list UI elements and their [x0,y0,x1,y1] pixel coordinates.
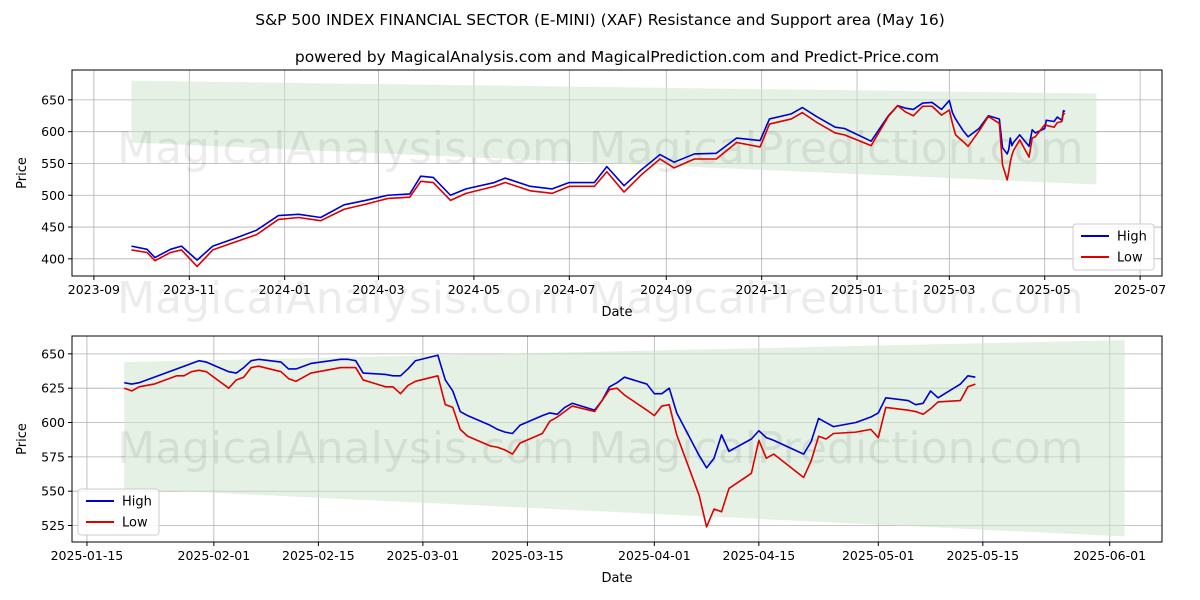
legend-label-low: Low [1117,251,1143,266]
watermark-analysis-lower: MagicalAnalysis.com [117,273,575,324]
y-tick-label: 575 [41,449,65,464]
y-tick-label: 550 [41,156,65,171]
x-tick-label: 2024-07 [543,282,595,297]
x-tick-label: 2024-01 [259,282,311,297]
x-tick-label: 2025-02-15 [282,548,355,563]
x-tick-label: 2025-05 [1019,282,1071,297]
x-tick-label: 2025-01-15 [51,548,124,563]
x-tick-label: 2025-06-01 [1073,548,1146,563]
x-tick-label: 2024-05 [448,282,500,297]
y-tick-label: 650 [41,92,65,107]
x-tick-label: 2024-11 [736,282,788,297]
chart-subtitle: powered by MagicalAnalysis.com and Magic… [295,48,939,66]
x-tick-label: 2025-01 [831,282,883,297]
plot-frame [71,335,1163,543]
x-tick-label: 2023-09 [68,282,120,297]
series-line-high [124,354,976,469]
legend-label-high: High [122,495,152,510]
x-tick-label: 2024-09 [640,282,692,297]
support-resistance-band [131,80,1097,185]
x-tick-label: 2024-03 [352,282,404,297]
watermark-analysis-2: MagicalAnalysis.com [117,423,575,474]
y-axis-label: Price [15,423,30,455]
x-axis-label: Date [601,305,632,320]
x-tick-label: 2025-07 [1114,282,1166,297]
watermark-prediction-lower: MagicalPrediction.com [589,273,1084,324]
y-tick-label: 400 [41,251,65,266]
x-tick-label: 2025-04-01 [618,548,691,563]
legend-label-high: High [1117,230,1147,245]
x-tick-label: 2025-03-15 [491,548,564,563]
top-chart-panel: MagicalAnalysis.com MagicalPrediction.co… [15,69,1166,324]
series-line-low [131,104,1066,268]
x-tick-label: 2025-04-15 [723,548,796,563]
series-line-high [131,99,1066,261]
x-axis-label: Date [601,571,632,586]
legend-label-low: Low [122,516,148,531]
x-tick-label: 2025-03 [923,282,975,297]
y-tick-label: 625 [41,381,65,396]
y-tick-label: 500 [41,188,65,203]
x-tick-label: 2025-05-15 [946,548,1019,563]
y-tick-label: 550 [41,484,65,499]
series-line-low [123,365,976,528]
support-resistance-band [124,340,1125,537]
y-tick-label: 600 [41,415,65,430]
x-tick-label: 2025-02-01 [178,548,251,563]
bottom-chart-panel: MagicalAnalysis.com MagicalPrediction.co… [15,335,1163,586]
watermark-prediction-2: MagicalPrediction.com [589,423,1084,474]
y-tick-label: 650 [41,346,65,361]
x-tick-label: 2025-05-01 [842,548,915,563]
x-tick-label: 2025-03-01 [387,548,460,563]
y-axis-label: Price [15,157,30,189]
plot-frame [71,69,1163,277]
y-tick-label: 450 [41,220,65,235]
y-tick-label: 525 [41,518,65,533]
x-tick-label: 2023-11 [163,282,215,297]
watermark-analysis: MagicalAnalysis.com [117,123,575,174]
y-tick-label: 600 [41,124,65,139]
chart-title: S&P 500 INDEX FINANCIAL SECTOR (E-MINI) … [255,11,945,29]
